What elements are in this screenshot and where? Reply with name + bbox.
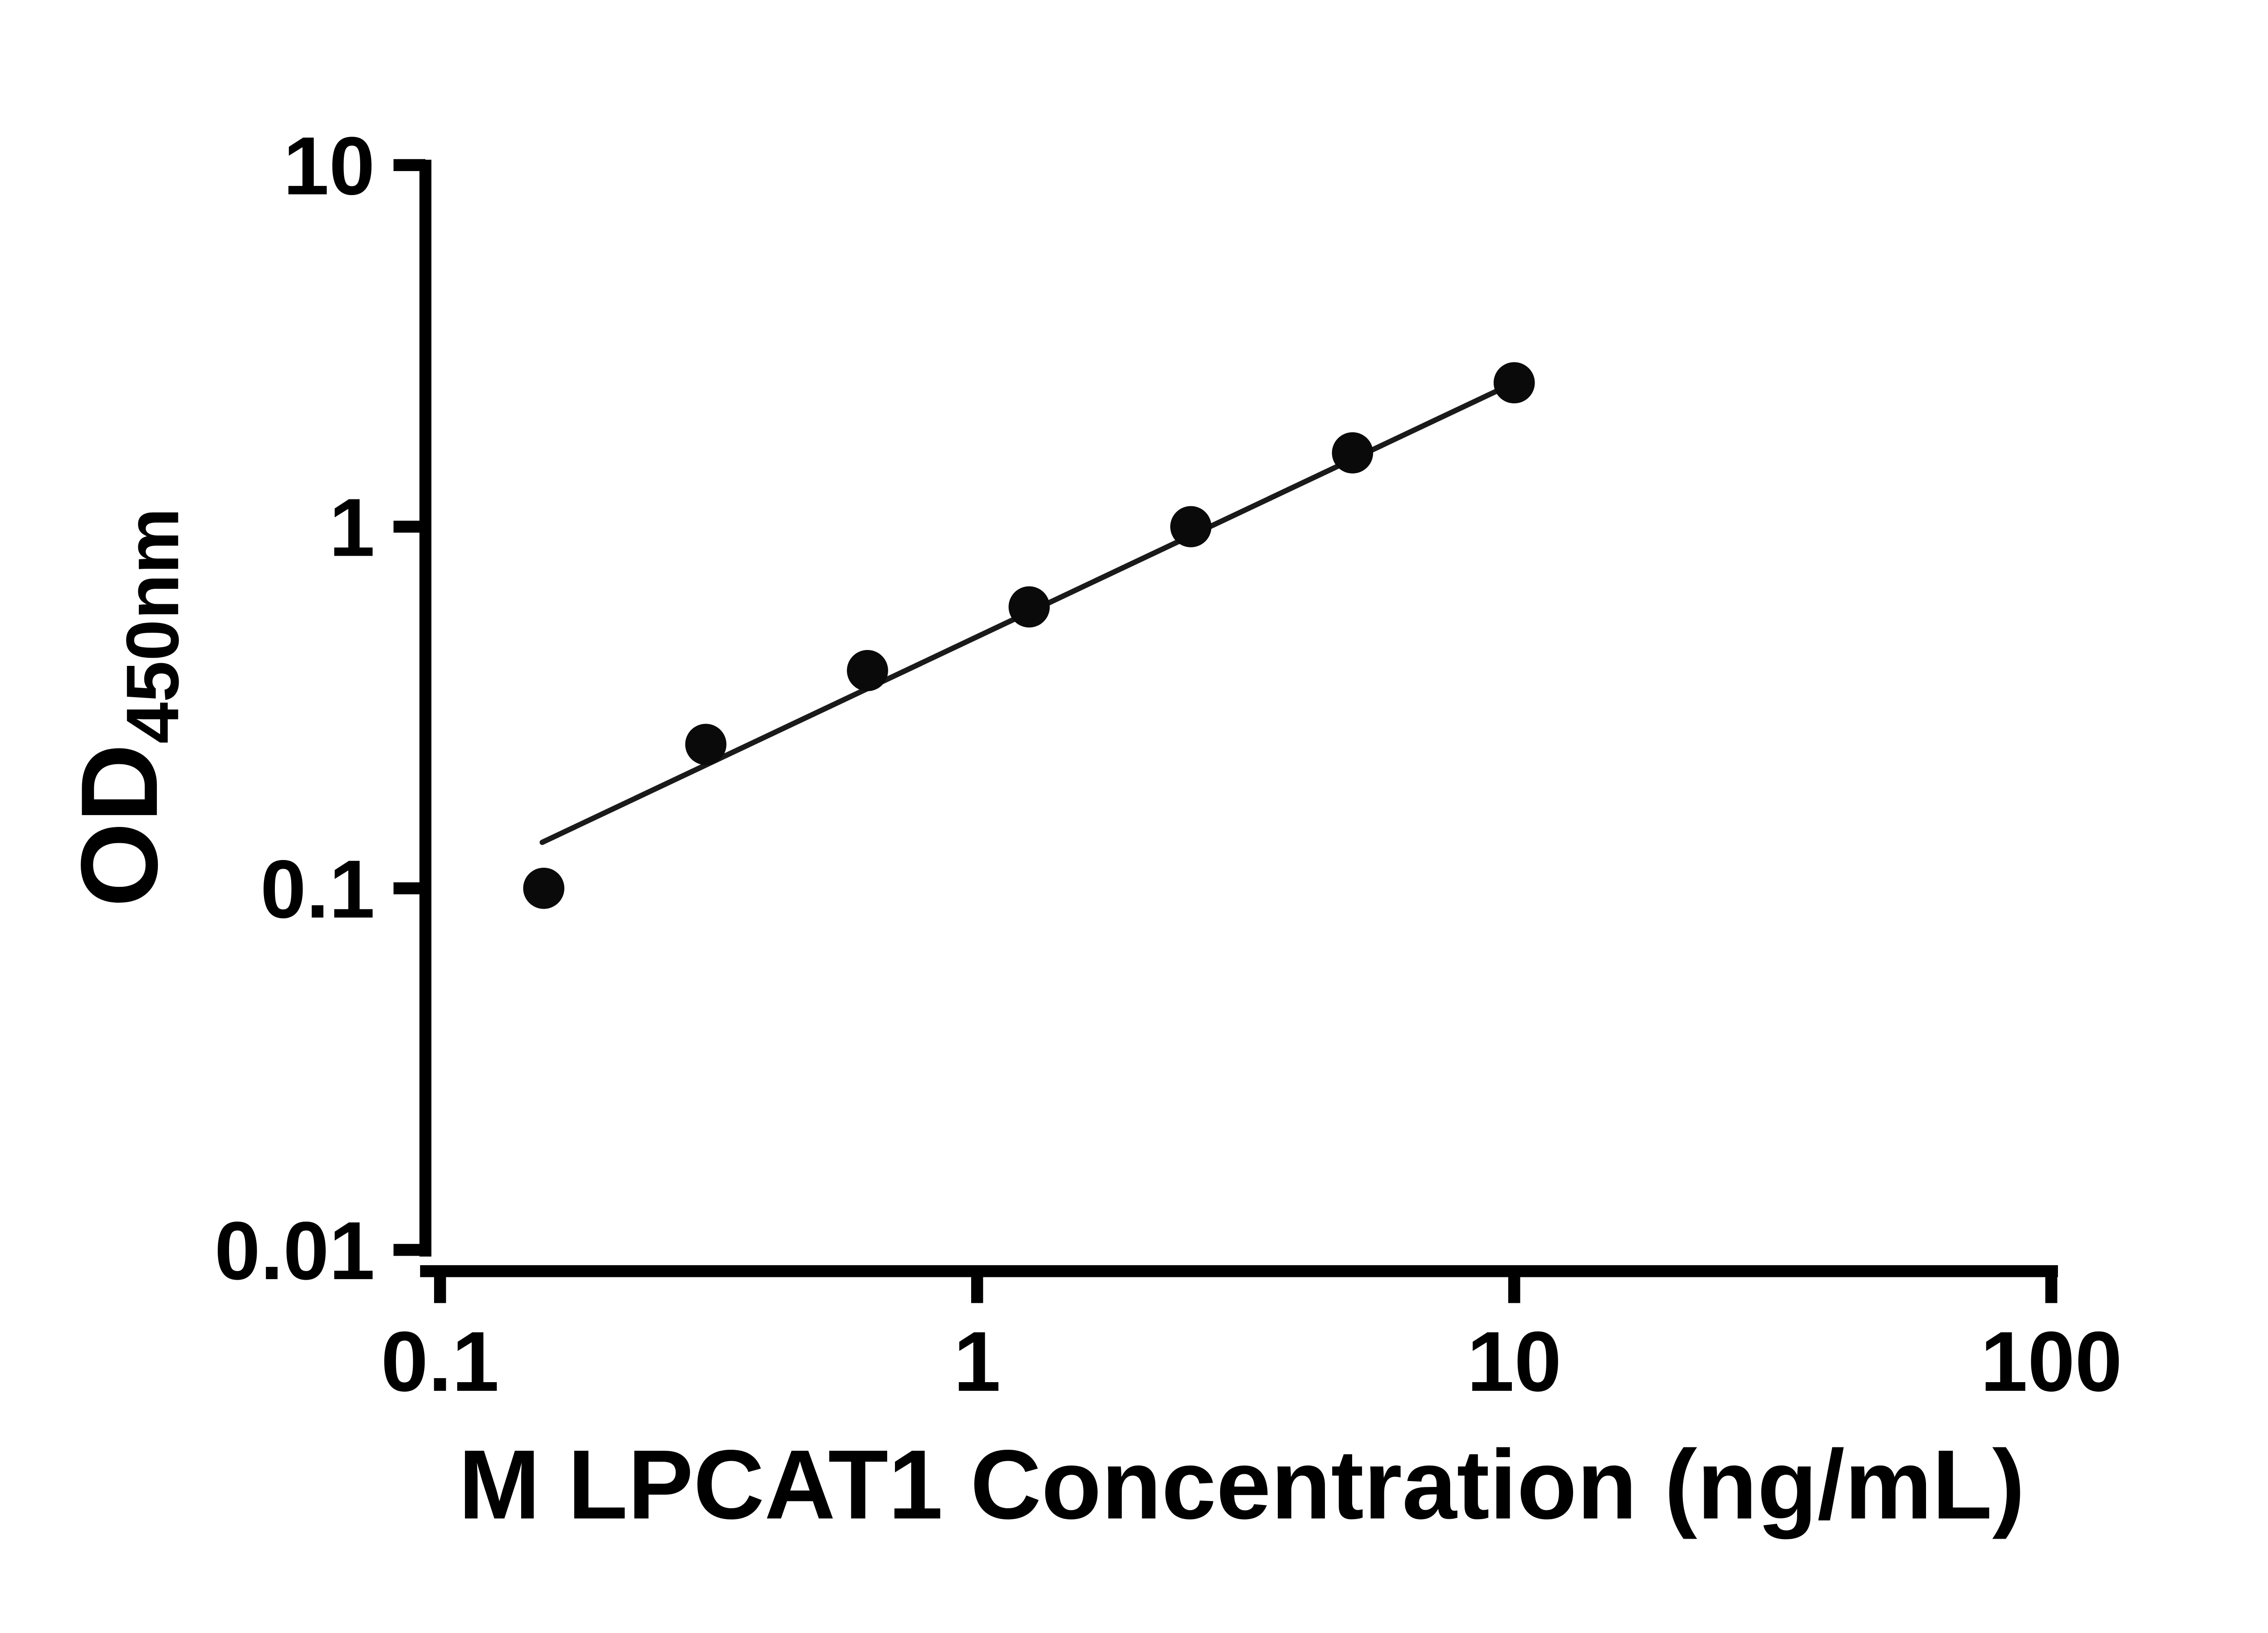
data-points	[523, 362, 1535, 909]
x-tick-label: 100	[1980, 1314, 2122, 1409]
data-point	[1008, 586, 1050, 628]
y-tick-label: 0.1	[260, 843, 375, 935]
data-point	[847, 650, 888, 691]
data-point	[523, 867, 565, 909]
y-tick-label: 1	[329, 482, 375, 574]
y-tick-label: 10	[283, 120, 375, 212]
data-point	[1170, 506, 1212, 548]
y-axis-ticks: 10 1 0.1 0.01	[215, 120, 425, 1297]
data-point	[1332, 432, 1374, 474]
y-axis-title-sub: 450nm	[111, 508, 194, 743]
data-point	[1493, 362, 1535, 404]
y-axis-title-main: OD	[58, 743, 180, 907]
y-tick-label: 0.01	[215, 1205, 375, 1297]
x-tick-label: 10	[1467, 1314, 1562, 1409]
x-tick-label: 1	[953, 1314, 1001, 1409]
x-axis-title: M LPCAT1 Concentration (ng/mL)	[459, 1429, 2025, 1539]
data-point	[685, 724, 727, 765]
x-axis-ticks: 0.1 1 10 100	[381, 1271, 2122, 1409]
y-axis-title: OD450nm	[58, 508, 194, 907]
x-tick-label: 0.1	[381, 1314, 499, 1409]
